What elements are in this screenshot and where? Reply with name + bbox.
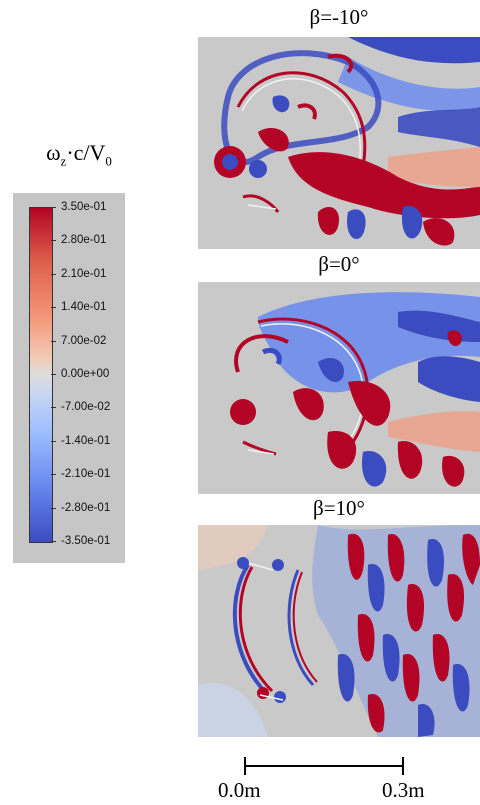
colorbar-tick-label: -3.50e-01	[61, 535, 111, 547]
colorbar-legend: 3.50e-01 2.80e-01 2.10e-01 1.40e-01 7.00e-02…	[13, 193, 125, 563]
scale-bar	[244, 765, 404, 767]
colorbar-tick	[51, 374, 56, 375]
scale-bar-right-cap	[402, 757, 404, 775]
colorbar-tick	[51, 207, 56, 208]
colorbar-tick-label: 7.00e-02	[61, 334, 107, 347]
colorbar-tick	[51, 507, 56, 509]
panel-title-beta-minus-10: β=-10°	[309, 5, 369, 29]
colorbar-tick	[51, 273, 56, 275]
colorbar-title: ωz·c/V0	[46, 140, 112, 169]
vorticity-field-beta-0	[198, 282, 480, 494]
colorbar-tick	[51, 407, 56, 409]
colorbar-tick	[51, 541, 56, 542]
colorbar-tick-label: 2.80e-01	[61, 234, 107, 247]
colorbar-tick-label: -1.40e-01	[61, 434, 111, 447]
colorbar-tick-label: 2.10e-01	[61, 267, 107, 280]
colorbar-tick-label: -2.10e-01	[61, 468, 111, 481]
colorbar-tick-label: 0.00e+00	[61, 368, 110, 380]
vorticity-field-beta-minus-10	[198, 37, 480, 249]
colorbar-tick	[51, 307, 56, 309]
colorbar-tick-label: -7.00e-02	[61, 401, 111, 414]
scale-label-right: 0.3m	[382, 778, 425, 802]
colorbar-tick	[51, 440, 56, 442]
scale-bar-left-cap	[244, 757, 246, 775]
colorbar-tick	[51, 474, 56, 476]
scale-label-left: 0.0m	[218, 778, 261, 802]
panel-title-beta-0: β=0°	[318, 252, 360, 276]
colorbar-tick-label: -2.80e-01	[61, 501, 111, 514]
colorbar-tick	[51, 340, 56, 342]
colorbar-tick	[51, 240, 56, 242]
colorbar-tick-label: 3.50e-01	[61, 201, 107, 213]
colorbar-gradient	[29, 207, 53, 543]
colorbar-tick-label: 1.40e-01	[61, 301, 107, 314]
panel-title-beta-10: β=10°	[313, 496, 365, 520]
vorticity-field-beta-10	[198, 525, 480, 737]
